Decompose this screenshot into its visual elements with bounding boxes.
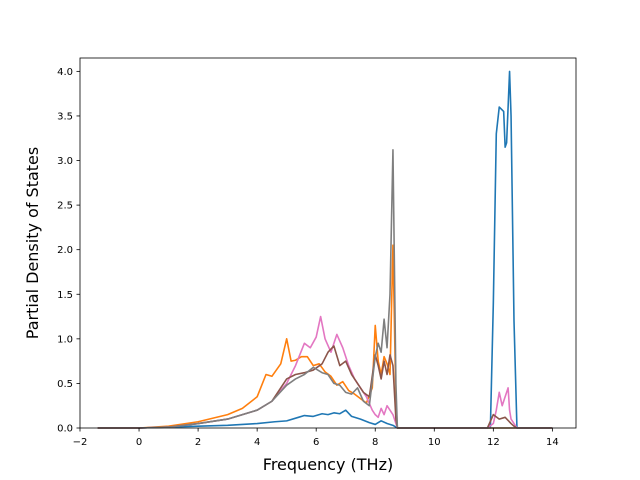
y-tick-label: 3.5 — [57, 111, 73, 122]
y-tick-label: 2.5 — [57, 201, 73, 212]
series-line-3 — [97, 315, 553, 429]
series-line-4 — [97, 345, 553, 429]
x-tick-label: 0 — [136, 437, 142, 448]
y-axis-ticks: 0.0 0.5 1.0 1.5 2.0 2.5 3.0 3.5 4.0 — [57, 67, 80, 435]
x-tick-label: 14 — [546, 437, 559, 448]
y-tick-label: 0.0 — [57, 424, 73, 435]
series-line-5 — [97, 149, 553, 429]
x-tick-label: 10 — [428, 437, 441, 448]
x-tick-label: 2 — [195, 437, 201, 448]
x-tick-label: −2 — [73, 437, 88, 448]
x-tick-label: 8 — [372, 437, 378, 448]
series-layer — [97, 70, 553, 429]
series-line-1 — [97, 70, 553, 429]
y-tick-label: 4.0 — [57, 67, 73, 78]
x-tick-label: 12 — [487, 437, 500, 448]
x-tick-label: 4 — [254, 437, 260, 448]
x-axis-title: Frequency (THz) — [263, 455, 393, 474]
y-tick-label: 3.0 — [57, 156, 73, 167]
y-tick-label: 0.5 — [57, 379, 73, 390]
y-axis-title: Partial Density of States — [23, 147, 42, 339]
plot-frame — [79, 57, 577, 429]
series-line-2 — [97, 244, 553, 429]
y-tick-label: 1.0 — [57, 334, 73, 345]
y-tick-label: 2.0 — [57, 245, 73, 256]
x-axis-ticks: −2 0 2 4 6 8 10 12 14 — [73, 428, 559, 448]
y-tick-label: 1.5 — [57, 290, 73, 301]
x-tick-label: 6 — [313, 437, 319, 448]
